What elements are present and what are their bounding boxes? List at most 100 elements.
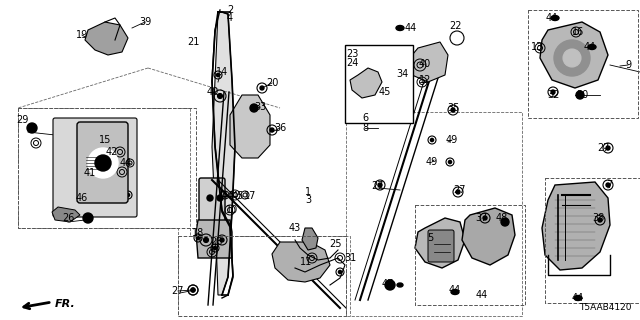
Text: 35: 35: [448, 103, 460, 113]
Circle shape: [554, 40, 590, 76]
Text: 34: 34: [396, 69, 408, 79]
Text: 28: 28: [210, 237, 222, 247]
Circle shape: [260, 86, 264, 90]
Circle shape: [551, 90, 555, 94]
Text: 44: 44: [405, 23, 417, 33]
Circle shape: [216, 73, 220, 76]
Polygon shape: [212, 12, 235, 295]
Text: 45: 45: [379, 87, 391, 97]
Polygon shape: [196, 220, 232, 258]
Circle shape: [501, 218, 509, 226]
Text: T5AAB4120: T5AAB4120: [579, 303, 632, 312]
Circle shape: [378, 183, 382, 187]
Text: 14: 14: [216, 67, 228, 77]
Text: 31: 31: [344, 253, 356, 263]
Polygon shape: [272, 242, 330, 282]
Bar: [178, 236, 346, 316]
Circle shape: [213, 246, 216, 250]
Text: 42: 42: [106, 147, 118, 157]
Text: 44: 44: [449, 285, 461, 295]
Circle shape: [88, 148, 118, 178]
Text: 18: 18: [192, 228, 204, 238]
Text: 29: 29: [16, 115, 28, 125]
Circle shape: [217, 195, 223, 201]
Text: 49: 49: [446, 135, 458, 145]
Text: 40: 40: [419, 59, 431, 69]
Polygon shape: [462, 208, 515, 265]
Circle shape: [250, 104, 258, 112]
FancyBboxPatch shape: [199, 178, 225, 222]
Circle shape: [204, 237, 209, 243]
Text: 23: 23: [346, 49, 358, 59]
Circle shape: [207, 195, 213, 201]
Circle shape: [220, 238, 224, 242]
FancyBboxPatch shape: [77, 122, 128, 203]
Bar: [415, 205, 525, 305]
Text: 44: 44: [572, 293, 584, 303]
Circle shape: [218, 94, 223, 99]
Text: 22: 22: [450, 21, 462, 31]
Text: 44: 44: [120, 158, 132, 168]
Circle shape: [606, 183, 610, 187]
Ellipse shape: [588, 44, 596, 50]
Polygon shape: [52, 207, 80, 222]
Text: 17: 17: [244, 191, 256, 201]
Circle shape: [384, 91, 392, 99]
Polygon shape: [350, 68, 382, 98]
Text: 27: 27: [172, 286, 184, 296]
Text: 15: 15: [99, 135, 111, 145]
Text: 44: 44: [546, 13, 558, 23]
Polygon shape: [85, 22, 128, 55]
Text: 30: 30: [576, 90, 588, 100]
Circle shape: [196, 236, 200, 240]
Text: 27: 27: [598, 143, 611, 153]
Circle shape: [191, 288, 195, 292]
Text: 47: 47: [382, 279, 394, 289]
Polygon shape: [542, 182, 610, 270]
Text: 44: 44: [584, 42, 596, 52]
Text: 43: 43: [289, 223, 301, 233]
Text: 7: 7: [606, 180, 612, 190]
FancyBboxPatch shape: [53, 118, 137, 217]
Text: 19: 19: [76, 30, 88, 40]
Circle shape: [563, 49, 581, 67]
Circle shape: [445, 26, 469, 50]
Text: 41: 41: [84, 168, 96, 178]
Circle shape: [483, 216, 487, 220]
Polygon shape: [230, 95, 270, 158]
Text: 9: 9: [625, 60, 631, 70]
Ellipse shape: [451, 290, 459, 294]
Text: 44: 44: [476, 290, 488, 300]
Text: 13: 13: [531, 42, 543, 52]
Ellipse shape: [396, 26, 404, 30]
Circle shape: [339, 270, 342, 274]
Circle shape: [83, 213, 93, 223]
Text: 3: 3: [305, 195, 311, 205]
Text: 8: 8: [362, 123, 368, 133]
Text: 16: 16: [572, 27, 584, 37]
Text: 37: 37: [476, 213, 488, 223]
Circle shape: [385, 280, 395, 290]
Text: 26: 26: [62, 213, 74, 223]
Text: 36: 36: [274, 123, 286, 133]
Bar: [18, 108, 196, 228]
Text: 27: 27: [372, 181, 384, 191]
Circle shape: [449, 160, 452, 164]
Ellipse shape: [397, 283, 403, 287]
Text: 45: 45: [232, 191, 244, 201]
Circle shape: [576, 91, 584, 99]
Circle shape: [606, 146, 610, 150]
Text: 49: 49: [426, 157, 438, 167]
Bar: [345, 45, 413, 123]
Text: 4: 4: [227, 13, 233, 23]
Circle shape: [456, 190, 460, 194]
Text: FR.: FR.: [55, 299, 76, 309]
Ellipse shape: [551, 15, 559, 20]
Text: 10: 10: [226, 205, 238, 215]
Polygon shape: [415, 218, 465, 268]
Circle shape: [430, 139, 434, 141]
Text: 46: 46: [76, 193, 88, 203]
Text: 5: 5: [427, 233, 433, 243]
Circle shape: [451, 108, 455, 112]
Text: 48: 48: [496, 213, 508, 223]
